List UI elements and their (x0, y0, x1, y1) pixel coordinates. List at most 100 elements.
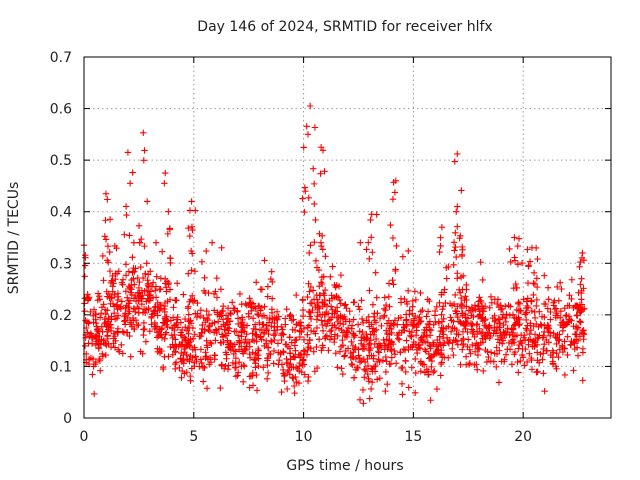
data-point (264, 355, 271, 362)
data-point (527, 354, 535, 362)
data-point (172, 359, 180, 366)
data-point (287, 311, 294, 318)
data-point (178, 367, 186, 375)
data-point (487, 293, 495, 301)
data-point (459, 328, 467, 335)
data-point (479, 307, 486, 315)
data-point (401, 323, 408, 331)
data-point (493, 300, 501, 308)
data-point (458, 310, 466, 317)
data-point (211, 356, 218, 363)
data-point (578, 275, 585, 282)
data-point (92, 311, 100, 318)
data-point (270, 332, 278, 339)
data-point (185, 270, 192, 277)
data-point (511, 234, 518, 241)
data-point (245, 310, 252, 317)
data-point (118, 279, 125, 286)
data-point (436, 333, 443, 340)
data-point (313, 364, 321, 372)
data-point (161, 180, 168, 187)
data-point (145, 306, 152, 314)
data-point (355, 303, 362, 310)
data-point (252, 305, 259, 313)
data-point (369, 301, 377, 308)
data-point (334, 318, 342, 326)
data-point (104, 196, 111, 203)
data-point (318, 347, 325, 354)
data-point (408, 364, 415, 371)
data-point (389, 234, 397, 242)
data-point (321, 168, 328, 175)
data-point (556, 331, 563, 338)
data-point (556, 346, 564, 353)
data-point (536, 332, 543, 339)
data-point (319, 342, 326, 349)
data-point (515, 341, 523, 349)
data-point (323, 308, 330, 316)
data-point (107, 324, 115, 332)
data-point (545, 328, 552, 336)
data-point (530, 291, 537, 299)
data-point (200, 314, 207, 322)
data-point (268, 323, 275, 330)
data-point (312, 257, 320, 265)
data-point (141, 242, 148, 250)
data-point (454, 150, 461, 158)
data-points (80, 102, 588, 407)
data-point (268, 306, 276, 313)
data-point (486, 334, 493, 342)
data-point (338, 365, 345, 372)
data-point (102, 310, 109, 318)
data-point (238, 363, 245, 370)
data-point (213, 274, 221, 282)
data-point (457, 318, 464, 326)
data-point (95, 327, 102, 335)
data-point (112, 275, 119, 283)
data-point (272, 330, 279, 338)
data-point (373, 294, 380, 301)
data-point (289, 353, 297, 360)
data-point (186, 324, 193, 332)
data-point (417, 368, 425, 375)
data-point (264, 369, 272, 377)
data-point (393, 331, 401, 339)
data-point (213, 329, 221, 337)
data-point (185, 339, 193, 347)
data-point (205, 323, 213, 330)
data-point (486, 304, 493, 312)
data-point (280, 372, 288, 380)
data-point (373, 211, 380, 218)
data-point (450, 239, 458, 246)
data-point (300, 325, 308, 333)
data-point (577, 309, 584, 316)
data-point (453, 208, 460, 215)
data-point (166, 286, 174, 293)
data-point (574, 312, 581, 319)
data-point (463, 319, 470, 327)
x-tick-label: 20 (514, 429, 532, 445)
data-point (121, 231, 128, 238)
data-point (503, 311, 510, 318)
data-point (454, 341, 462, 348)
data-point (177, 355, 184, 362)
data-point (120, 318, 128, 325)
data-point (94, 290, 102, 297)
data-point (564, 333, 571, 340)
x-tick-label: 15 (404, 429, 422, 445)
data-point (495, 379, 503, 386)
data-point (438, 311, 445, 318)
data-point (483, 358, 491, 366)
data-point (348, 360, 355, 368)
data-point (183, 369, 190, 376)
data-point (87, 330, 94, 337)
data-point (349, 342, 357, 350)
data-point (241, 328, 248, 335)
data-point (176, 364, 183, 371)
data-point (561, 371, 569, 379)
data-point (525, 263, 532, 270)
data-point (185, 224, 192, 232)
data-point (460, 341, 467, 349)
data-point (439, 305, 446, 313)
